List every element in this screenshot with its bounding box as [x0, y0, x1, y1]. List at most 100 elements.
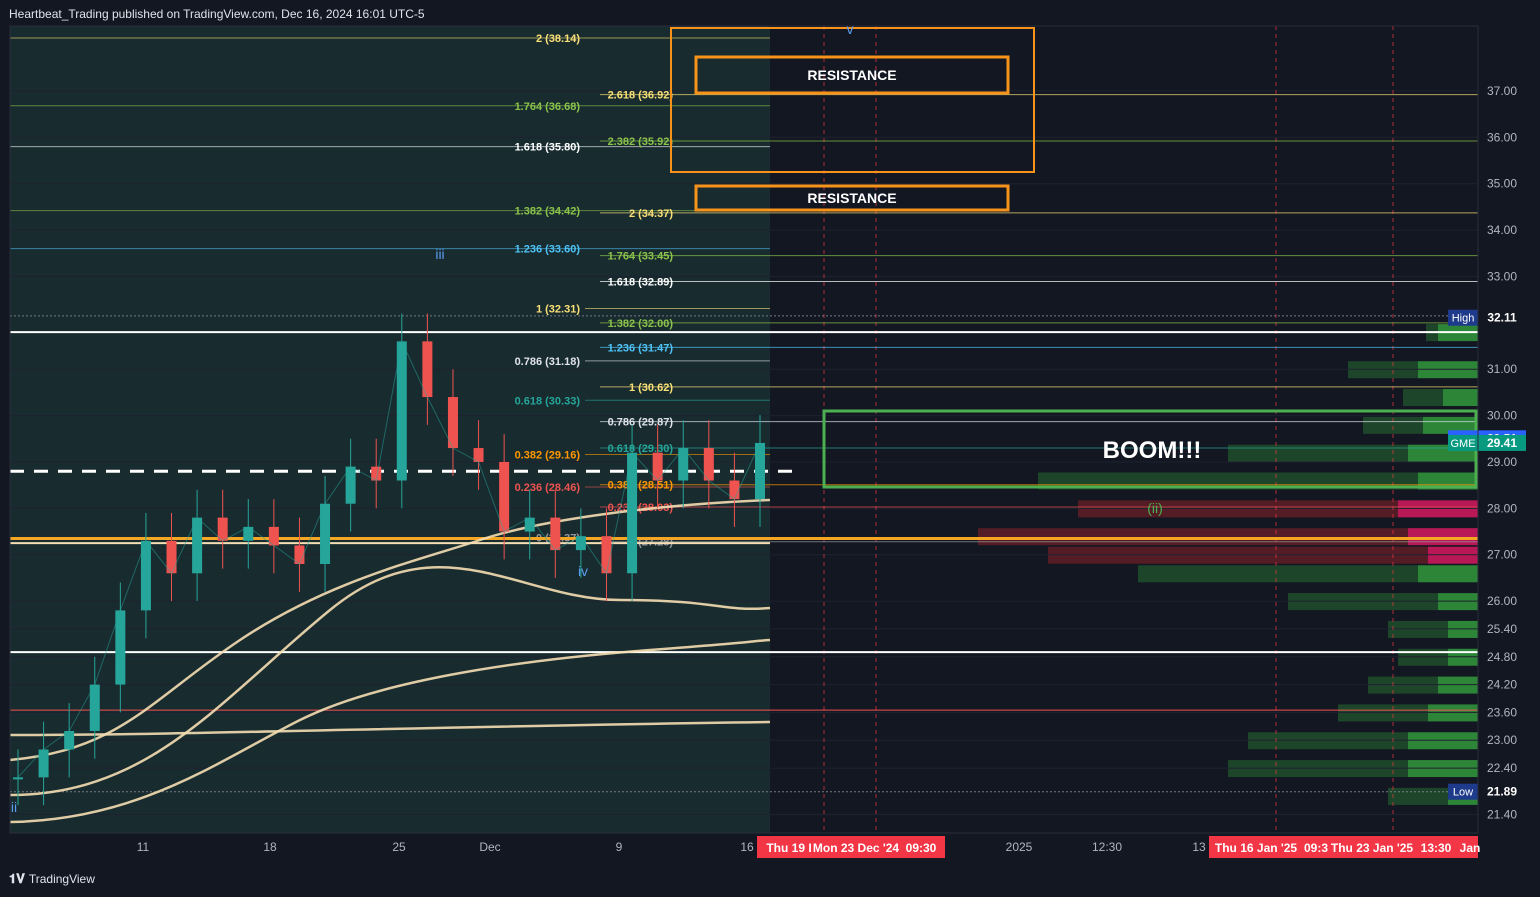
time-badge-bg — [757, 836, 945, 858]
resistance-label: RESISTANCE — [807, 190, 896, 206]
candle-body — [447, 397, 458, 449]
wave-label: (ii) — [1147, 500, 1163, 516]
resistance-box — [694, 184, 1010, 212]
price-badge-label: High — [1452, 313, 1475, 325]
tradingview-logo-icon: 𝟏𝐕 — [9, 871, 25, 886]
price-badge-value-bg — [1478, 434, 1526, 451]
y-tick-label: 25.40 — [1487, 622, 1517, 636]
time-badge: Mon 23 Dec '24 — [813, 841, 900, 855]
y-tick-label: 24.80 — [1487, 650, 1517, 664]
fib-label-right: 2.382 (35.92) — [608, 136, 674, 148]
volume-bar-front — [1448, 648, 1478, 666]
candle-body — [729, 480, 740, 500]
candle-body — [575, 536, 586, 551]
wave-label: v — [847, 21, 854, 37]
time-badge: 09:3 — [1304, 841, 1328, 855]
symbol-legend: GameStop Corporation, 1h, NYSE O28.28 H2… — [18, 35, 424, 47]
candle-body — [755, 442, 765, 500]
volume-bar-back — [1048, 546, 1428, 564]
candle-body — [627, 452, 638, 574]
volume-bar-front — [1418, 565, 1478, 583]
fib-label-left: 0 (27.37) — [536, 533, 580, 545]
volume-bar-back — [978, 528, 1408, 546]
fib-label-left: 0.786 (31.18) — [515, 356, 581, 368]
price-axis — [1478, 26, 1540, 833]
legend-low: 28.23 — [278, 35, 307, 47]
fib-label-right: 1.764 (33.45) — [608, 251, 674, 263]
fib-label-left: 1.618 (35.80) — [515, 142, 581, 154]
candle-body — [64, 730, 75, 750]
volume-bar-back — [1038, 472, 1418, 490]
fib-label-left: 1.764 (36.68) — [515, 101, 581, 113]
legend-close-label: C — [309, 35, 318, 47]
moving-average-line — [9, 565, 771, 797]
y-tick-label: 26.00 — [1487, 594, 1517, 608]
x-tick-label: 11 — [137, 840, 150, 854]
y-tick-label: 33.00 — [1487, 269, 1517, 283]
fib-label-left: 1.382 (34.42) — [515, 206, 581, 218]
legend-open-label: O — [194, 35, 204, 47]
volume-bar-back — [1138, 565, 1418, 583]
currency-button[interactable]: USD — [1484, 33, 1526, 57]
y-tick-label: 34.00 — [1487, 223, 1517, 237]
time-badge: Thu 16 Jan '25 — [1215, 841, 1298, 855]
symbol-name[interactable]: GameStop Corporation, 1h, NYSE — [18, 35, 186, 47]
wave-label: ii — [11, 799, 17, 815]
price-badge-value: 29.51 — [1487, 431, 1517, 445]
legend-close: 29.41 — [317, 35, 345, 47]
price-badge-value: 32.11 — [1487, 311, 1517, 325]
volume-bar-back — [1338, 704, 1428, 722]
candle-body — [38, 749, 49, 778]
x-tick-label: 16 — [740, 840, 754, 854]
fib-label-right: 0.618 (29.30) — [608, 443, 674, 455]
y-tick-label: 29.00 — [1487, 455, 1517, 469]
price-line — [17, 339, 761, 778]
volume-bar-back — [1368, 676, 1438, 694]
volume-bar-front — [1448, 787, 1478, 805]
y-tick-label: 31.00 — [1487, 362, 1517, 376]
price-badge-label-bg — [1448, 430, 1478, 447]
price-badge-value-bg — [1478, 309, 1526, 326]
brand-name: TradingView — [28, 872, 95, 886]
candle-body — [396, 341, 407, 481]
fib-label-right: 2.618 (36.92) — [608, 90, 674, 102]
time-badge: 13:30 — [1421, 841, 1452, 855]
volume-bar-front — [1423, 416, 1478, 434]
fib-label-right: 2 (34.37) — [629, 208, 673, 220]
candle-body — [115, 610, 126, 685]
boom-target-box — [822, 409, 1478, 489]
fib-label-right: 1.382 (32.00) — [608, 318, 674, 330]
volume-bar-front — [1428, 546, 1478, 564]
time-badge: Thu 23 Jan '25 — [1331, 841, 1414, 855]
legend-open-dot — [189, 35, 192, 47]
candle-body — [499, 461, 510, 532]
candle-body — [89, 684, 100, 731]
time-badge: Jan — [1460, 841, 1481, 855]
y-tick-label: 35.00 — [1487, 177, 1517, 191]
candle-body — [703, 448, 714, 481]
price-badge-label: GME — [1450, 438, 1475, 450]
time-badge-bg — [1209, 836, 1478, 858]
candle-body — [217, 517, 228, 541]
candle-body — [192, 517, 203, 574]
fib-label-right: 0.786 (29.87) — [608, 417, 674, 429]
history-pane — [10, 26, 770, 833]
legend-change: +1.12 (+3.96%) — [347, 35, 424, 47]
moving-average-line — [9, 638, 771, 824]
candle-body — [678, 448, 689, 481]
volume-bar-front — [1438, 593, 1478, 611]
price-badge-value-bg — [1478, 430, 1526, 447]
candle-body — [422, 341, 433, 398]
volume-bar-front — [1408, 760, 1478, 778]
candle-body — [345, 466, 356, 504]
legend-high-label: H — [233, 35, 242, 47]
volume-bar-back — [1228, 444, 1408, 462]
y-tick-label: 28.00 — [1487, 501, 1517, 515]
x-tick-label: 2025 — [1006, 840, 1033, 854]
candle-body — [13, 777, 23, 780]
x-tick-label: 12:30 — [1092, 840, 1122, 854]
fib-label-left: 2 (38.14) — [536, 33, 580, 45]
time-badge: Thu 19 I — [766, 841, 811, 855]
volume-bar-front — [1418, 472, 1478, 490]
